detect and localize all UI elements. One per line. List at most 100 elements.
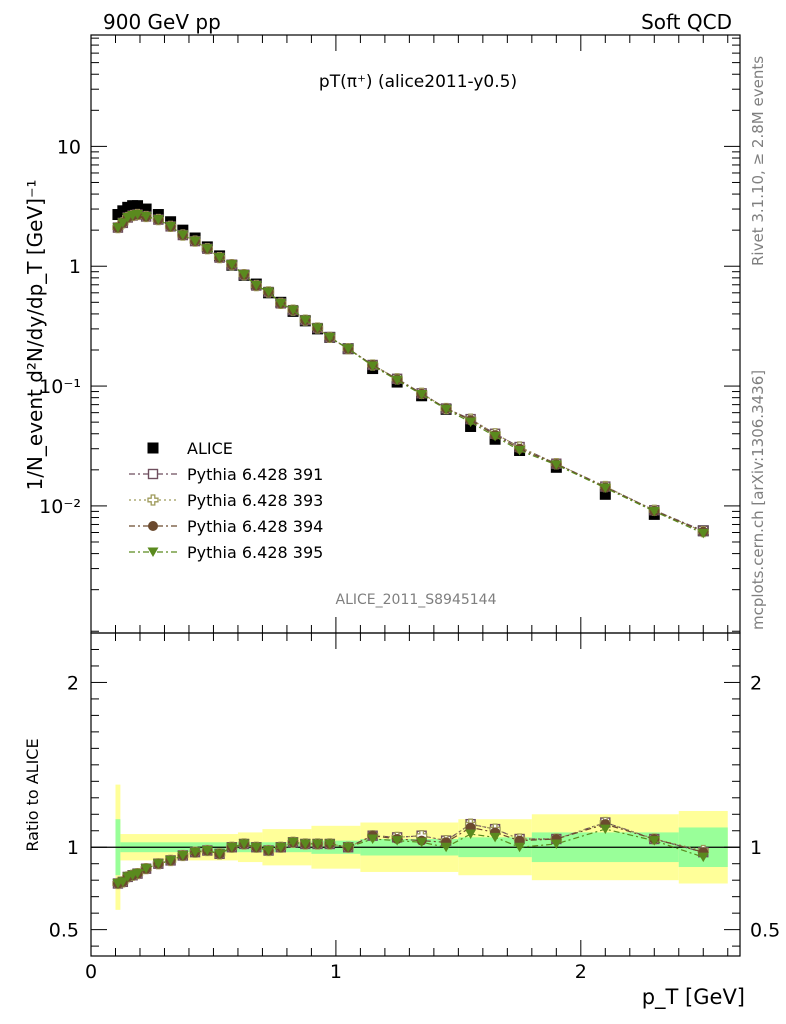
legend-label: Pythia 6.428 391 (187, 465, 323, 484)
main-point (489, 431, 501, 442)
main-point (189, 236, 201, 247)
main-series-line (117, 213, 704, 534)
ratio-point (275, 842, 287, 853)
ratio-point (514, 842, 526, 853)
ratio-point (697, 852, 709, 863)
ratio-point (367, 834, 379, 844)
ratio-point (416, 837, 428, 848)
ratio-point (263, 846, 275, 856)
main-point (117, 218, 129, 228)
main-point (132, 210, 144, 220)
main-point (152, 215, 164, 225)
main-ylabel: 1/N_event d²N/dy/dp_T [GeV]⁻¹ (23, 179, 47, 490)
main-point (550, 460, 562, 470)
legend-label: Pythia 6.428 394 (187, 517, 323, 536)
ratio-series-3 (112, 824, 709, 889)
main-point (599, 488, 611, 500)
ratio-point (489, 832, 501, 843)
header-right: Soft QCD (641, 10, 732, 34)
ratio-point (648, 836, 660, 846)
header-left: 900 GeV pp (103, 10, 221, 34)
main-point (391, 375, 403, 386)
ratio-xtick-label: 1 (330, 961, 342, 983)
main-point (299, 315, 311, 326)
main-point (140, 203, 152, 215)
legend: ALICE Pythia 6.428 391 Pythia 6.428 393 Pyt… (129, 439, 323, 562)
main-point (367, 361, 379, 372)
ratio-point (391, 836, 403, 846)
ratio-ylabel: Ratio to ALICE (23, 738, 42, 851)
ratio-point (550, 839, 562, 849)
main-point (275, 298, 287, 309)
ratio-point (238, 839, 250, 849)
main-point (263, 287, 275, 297)
main-plot: pT(π⁺) (alice2011-y0.5) 1/N_event d²N/dy… (23, 34, 741, 634)
main-point (648, 506, 660, 517)
legend-label: Pythia 6.428 393 (187, 491, 323, 510)
main-series-3 (112, 209, 709, 537)
main-series-2 (112, 208, 709, 538)
main-point (112, 223, 124, 233)
ratio-point (342, 842, 354, 853)
ratio-point (299, 839, 311, 849)
main-point (416, 390, 428, 400)
main-point (214, 253, 226, 263)
ratio-point (312, 839, 324, 849)
ratio-point (177, 850, 189, 861)
ratio-point (599, 824, 611, 835)
main-point (177, 230, 189, 241)
side-text-bottom: mcplots.cern.ch [arXiv:1306.3436] (749, 370, 767, 630)
ratio-ytick-label: 1 (67, 837, 79, 859)
main-ytick-label: 10⁻² (39, 496, 81, 518)
ratio-xtick-label: 0 (85, 961, 97, 983)
main-point (238, 270, 250, 280)
main-point (226, 260, 238, 270)
ratio-plot: Ratio to ALICE p_T [GeV] 2 2 1 1 0.5 0.5 0 1 2 (23, 632, 780, 1010)
main-title: pT(π⁺) (alice2011-y0.5) (319, 72, 517, 92)
ratio-point (201, 846, 213, 856)
legend-label: ALICE (187, 439, 233, 458)
ratio-point (152, 859, 164, 869)
legend-marker (148, 521, 158, 531)
ratio-point (226, 842, 238, 853)
main-point (599, 483, 611, 494)
ratio-point (287, 837, 299, 848)
main-series-4 (112, 210, 709, 539)
main-point (465, 417, 477, 428)
ratio-ytick-label-right: 2 (750, 672, 762, 694)
watermark: ALICE_2011_S8945144 (336, 592, 497, 608)
main-series-line (117, 213, 704, 533)
main-ytick-label: 10 (57, 136, 81, 158)
ratio-point (440, 842, 452, 853)
main-series-line (117, 213, 704, 533)
ratio-point (132, 869, 144, 879)
main-point (287, 305, 299, 316)
ratio-ytick-label-right: 1 (750, 837, 762, 859)
ratio-point (214, 849, 226, 859)
ratio-point (324, 839, 336, 849)
ratio-point (189, 847, 201, 858)
main-point (165, 221, 177, 232)
main-point (312, 323, 324, 334)
main-point (140, 211, 152, 222)
main-ytick-label: 10⁻¹ (39, 376, 81, 398)
ratio-point (140, 864, 152, 874)
legend-label: Pythia 6.428 395 (187, 543, 323, 562)
ratio-point (250, 842, 262, 853)
main-point (250, 281, 262, 291)
main-series-1 (112, 209, 709, 536)
main-point (324, 332, 336, 343)
ratio-xlabel: p_T [GeV] (642, 985, 745, 1010)
ratio-point (465, 829, 477, 840)
legend-marker (147, 547, 159, 557)
ratio-ytick-label-right: 0.5 (750, 920, 780, 942)
main-point (697, 528, 709, 539)
legend-marker (147, 494, 159, 506)
ratio-ytick-label: 2 (67, 672, 79, 694)
ratio-ytick-label: 0.5 (49, 920, 79, 942)
legend-marker (147, 468, 159, 480)
main-point (342, 344, 354, 354)
main-point (440, 404, 452, 415)
legend-marker (147, 442, 159, 454)
